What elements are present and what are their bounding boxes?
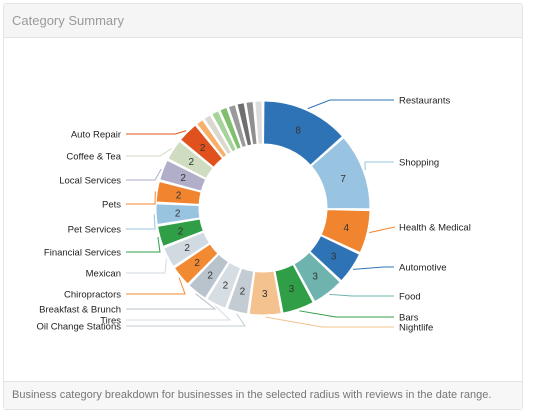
panel-footer: Business category breakdown for business…: [4, 381, 522, 409]
callout-label-restaurants: Restaurants: [399, 96, 450, 107]
slice-food[interactable]: [293, 251, 341, 303]
slice-health-and-medical[interactable]: [320, 209, 371, 254]
callout-line-bars: [299, 310, 394, 318]
panel-header: Category Summary: [4, 4, 522, 38]
callout-line-nightlife: [265, 316, 394, 328]
slice-value-chiropractors: 2: [194, 258, 200, 269]
callout-label-local-services: Local Services: [59, 176, 121, 187]
callout-line-oil-change-stations: [126, 313, 246, 327]
callout-label-oil-change-stations: Oil Change Stations: [37, 322, 122, 333]
slice-breakfast-and-brunch[interactable]: [188, 253, 230, 299]
slice-value-automotive: 3: [331, 252, 337, 263]
slice-value-auto-repair: 2: [200, 143, 206, 154]
callout-line-coffee-and-tea: [126, 148, 172, 157]
slice-auto-repair[interactable]: [179, 124, 224, 168]
callout-line-breakfast-and-brunch: [126, 293, 217, 310]
slice-value-tires: 2: [223, 280, 229, 291]
callout-label-financial-services: Financial Services: [44, 248, 121, 259]
slice-coffee-and-tea[interactable]: [167, 140, 214, 180]
slice-local-services[interactable]: [159, 159, 207, 192]
slice-value-shopping: 7: [340, 174, 346, 185]
slice-tires[interactable]: [206, 261, 242, 309]
slice-value-oil-change-stations: 2: [240, 286, 246, 297]
slice-pet-services[interactable]: [155, 203, 201, 226]
callout-line-mexican: [126, 258, 167, 274]
slice-mexican[interactable]: [163, 231, 211, 268]
callout-line-food: [329, 293, 394, 297]
callout-label-health-and-medical: Health & Medical: [399, 223, 471, 234]
callout-line-tires: [126, 305, 232, 321]
slice-value-mexican: 2: [184, 243, 190, 254]
slice-value-breakfast-and-brunch: 2: [207, 271, 213, 282]
slice-automotive[interactable]: [309, 235, 361, 282]
slice-value-financial-services: 2: [178, 226, 184, 237]
category-summary-panel: Category Summary Business category break…: [3, 3, 523, 410]
slice-unlabeled-22[interactable]: [227, 104, 247, 149]
slice-unlabeled-25[interactable]: [254, 100, 263, 145]
slice-unlabeled-18[interactable]: [195, 119, 228, 159]
slice-nightlife[interactable]: [248, 270, 282, 316]
callout-label-food: Food: [399, 292, 421, 303]
slice-chiropractors[interactable]: [173, 243, 219, 285]
callout-line-pets: [126, 191, 156, 205]
slice-value-pets: 2: [176, 190, 182, 201]
slice-financial-services[interactable]: [157, 218, 204, 248]
callout-label-pets: Pets: [102, 200, 121, 211]
callout-label-nightlife: Nightlife: [399, 323, 433, 334]
callout-line-local-services: [126, 168, 162, 181]
callout-label-coffee-and-tea: Coffee & Tea: [66, 152, 121, 163]
slice-unlabeled-21[interactable]: [219, 106, 242, 151]
slice-value-health-and-medical: 4: [344, 223, 350, 234]
slice-unlabeled-24[interactable]: [245, 100, 258, 146]
callout-line-automotive: [353, 266, 394, 270]
callout-line-restaurants: [307, 99, 394, 110]
slice-unlabeled-20[interactable]: [211, 110, 237, 153]
slice-bars[interactable]: [274, 263, 314, 314]
panel-footnote: Business category breakdown for business…: [12, 389, 492, 401]
panel-title: Category Summary: [12, 13, 124, 28]
callout-label-mexican: Mexican: [86, 269, 121, 280]
callout-line-auto-repair: [126, 130, 187, 135]
callout-label-automotive: Automotive: [399, 263, 447, 274]
slice-unlabeled-23[interactable]: [236, 102, 253, 147]
callout-label-shopping: Shopping: [399, 158, 439, 169]
slice-oil-change-stations[interactable]: [226, 267, 255, 315]
slice-shopping[interactable]: [310, 137, 371, 210]
callout-line-health-and-medical: [369, 226, 396, 234]
slice-value-coffee-and-tea: 2: [189, 157, 195, 168]
callout-label-tires: Tires: [100, 316, 121, 327]
callout-line-financial-services: [126, 236, 161, 253]
callout-line-pet-services: [126, 214, 156, 230]
slice-unlabeled-19[interactable]: [203, 114, 233, 156]
callout-label-pet-services: Pet Services: [68, 225, 122, 236]
slice-value-local-services: 2: [180, 173, 186, 184]
slice-value-pet-services: 2: [175, 208, 181, 219]
slice-value-restaurants: 8: [295, 126, 301, 137]
callout-line-shopping: [364, 161, 394, 171]
slice-value-food: 3: [312, 271, 318, 282]
callout-label-bars: Bars: [399, 313, 419, 324]
slice-value-bars: 3: [289, 284, 295, 295]
callout-label-breakfast-and-brunch: Breakfast & Brunch: [39, 305, 121, 316]
slice-value-nightlife: 3: [262, 289, 268, 300]
slice-restaurants[interactable]: [263, 100, 344, 166]
callout-label-chiropractors: Chiropractors: [64, 290, 121, 301]
callout-line-chiropractors: [126, 277, 186, 295]
callout-label-auto-repair: Auto Repair: [71, 130, 121, 141]
slice-pets[interactable]: [155, 180, 202, 205]
